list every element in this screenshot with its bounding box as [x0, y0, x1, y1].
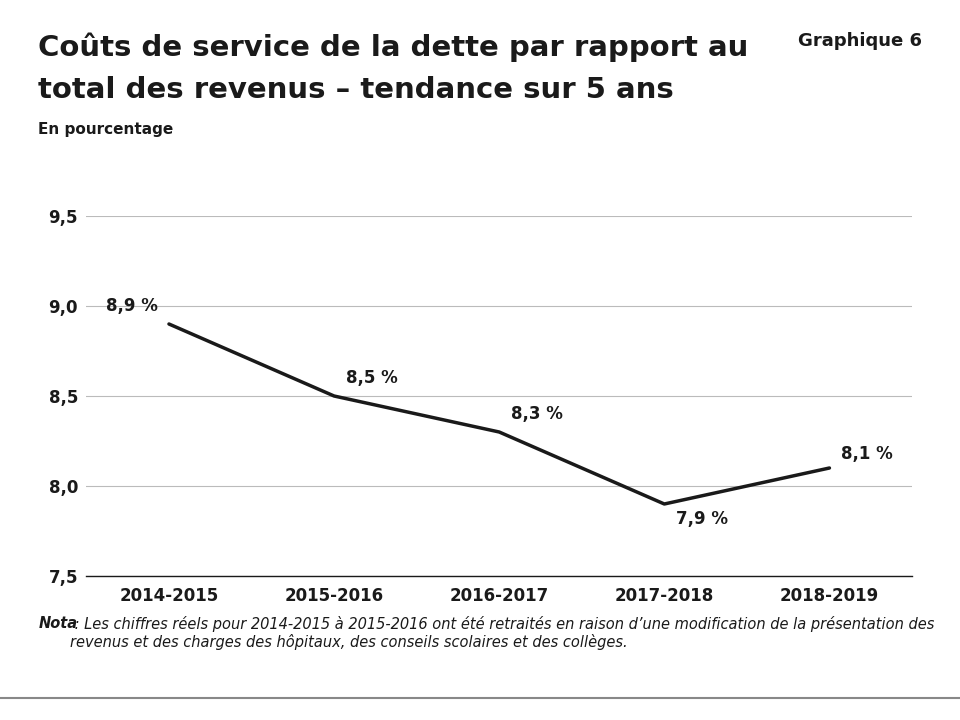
Text: Nota: Nota: [38, 616, 78, 631]
Text: 8,9 %: 8,9 %: [107, 297, 158, 315]
Text: 8,5 %: 8,5 %: [346, 369, 397, 387]
Text: 8,1 %: 8,1 %: [841, 445, 893, 463]
Text: : Les chiffres réels pour 2014-2015 à 2015-2016 ont été retraités en raison d’un: : Les chiffres réels pour 2014-2015 à 20…: [70, 616, 934, 650]
Text: 8,3 %: 8,3 %: [511, 405, 563, 423]
Text: total des revenus – tendance sur 5 ans: total des revenus – tendance sur 5 ans: [38, 76, 674, 104]
Text: Graphique 6: Graphique 6: [798, 32, 922, 50]
Text: 7,9 %: 7,9 %: [676, 510, 728, 528]
Text: Coûts de service de la dette par rapport au: Coûts de service de la dette par rapport…: [38, 32, 749, 62]
Text: En pourcentage: En pourcentage: [38, 122, 174, 138]
